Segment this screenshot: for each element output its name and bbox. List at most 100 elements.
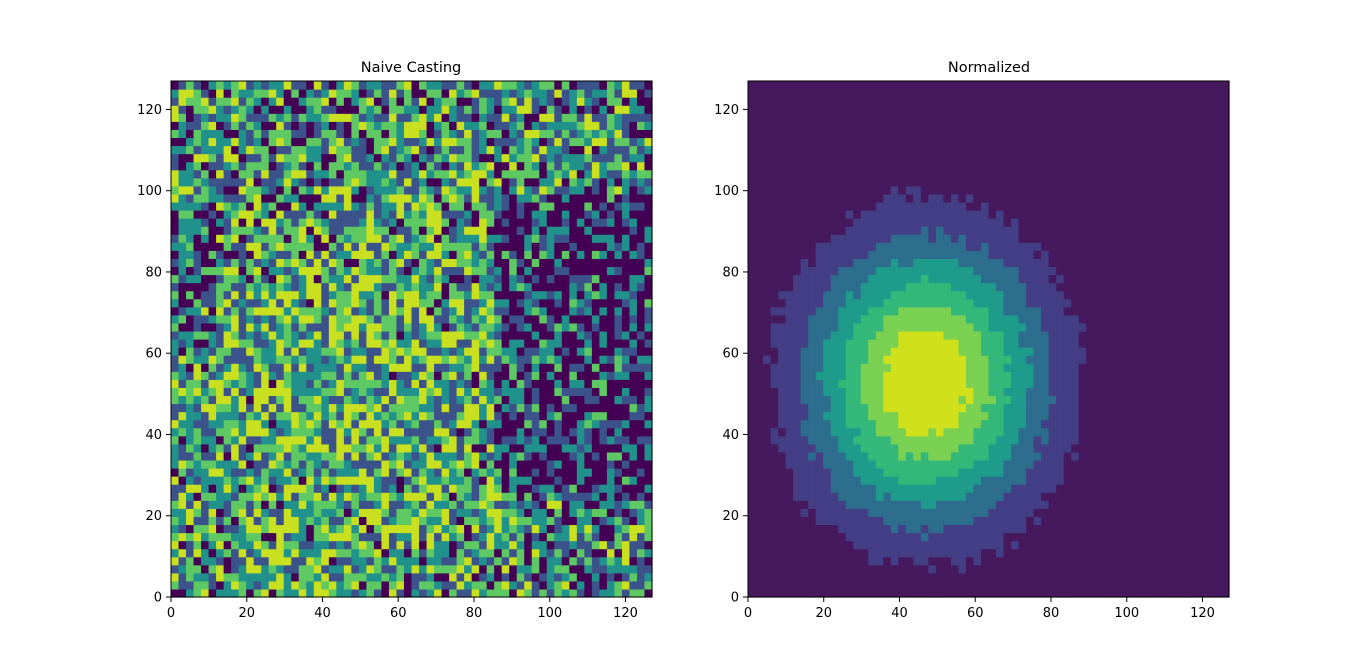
heatmap-cell xyxy=(411,419,420,429)
heatmap-cell xyxy=(403,500,413,509)
heatmap-cell xyxy=(569,226,578,235)
heatmap-cell xyxy=(381,234,390,243)
heatmap-cell xyxy=(486,524,495,534)
heatmap-cell xyxy=(486,468,495,477)
heatmap-cell xyxy=(629,419,638,429)
heatmap-cell xyxy=(636,588,646,598)
heatmap-cell xyxy=(419,532,428,542)
heatmap-cell xyxy=(193,347,202,356)
heatmap-cell xyxy=(621,395,631,405)
heatmap-cell xyxy=(1213,540,1223,550)
heatmap-cell xyxy=(950,516,960,526)
heatmap-cell xyxy=(509,161,518,171)
heatmap-cell xyxy=(1071,540,1080,550)
heatmap-cell xyxy=(313,468,322,477)
heatmap-cell xyxy=(238,387,247,397)
heatmap-cell xyxy=(434,193,443,203)
heatmap-cell xyxy=(171,387,180,397)
heatmap-cell xyxy=(1131,540,1140,550)
heatmap-cell xyxy=(524,403,533,413)
heatmap-cell xyxy=(291,363,300,372)
heatmap-cell xyxy=(1123,524,1132,534)
heatmap-cell xyxy=(539,459,548,469)
heatmap-cell xyxy=(486,306,495,316)
heatmap-cell xyxy=(276,484,285,493)
x-tick-label: 20 xyxy=(238,606,255,621)
heatmap-cell xyxy=(1093,524,1102,534)
heatmap-cell xyxy=(306,314,315,324)
heatmap-cell xyxy=(516,580,525,590)
heatmap-cell xyxy=(890,564,899,574)
heatmap-cell xyxy=(313,169,322,179)
heatmap-cell xyxy=(516,363,525,372)
heatmap-cell xyxy=(868,484,877,493)
heatmap-cell xyxy=(276,395,285,405)
heatmap-cell xyxy=(253,129,262,139)
heatmap-cell xyxy=(441,403,450,413)
heatmap-cell xyxy=(208,588,217,598)
heatmap-cell xyxy=(1206,532,1215,542)
heatmap-cell xyxy=(524,81,533,90)
heatmap-cell xyxy=(381,274,390,284)
heatmap-cell xyxy=(186,242,195,251)
heatmap-cell xyxy=(898,588,907,598)
heatmap-cell xyxy=(328,266,337,276)
heatmap-cell xyxy=(441,169,450,179)
heatmap-cell xyxy=(629,81,638,90)
heatmap-cell xyxy=(388,161,398,171)
heatmap-cell xyxy=(291,508,300,517)
heatmap-cell xyxy=(216,201,225,211)
heatmap-cell xyxy=(621,121,631,130)
heatmap-cell xyxy=(441,242,450,251)
heatmap-cell xyxy=(283,403,292,413)
heatmap-cell xyxy=(261,298,270,308)
heatmap-cell xyxy=(231,137,240,147)
heatmap-cell xyxy=(328,355,337,364)
heatmap-cell xyxy=(501,379,510,388)
heatmap-cell xyxy=(576,161,585,171)
heatmap-cell xyxy=(358,500,368,509)
heatmap-cell xyxy=(1146,500,1155,509)
heatmap-cell xyxy=(441,314,450,324)
heatmap-cell xyxy=(298,121,307,130)
heatmap-cell xyxy=(494,355,503,364)
heatmap-cell xyxy=(261,347,270,356)
heatmap-cell xyxy=(516,564,525,574)
heatmap-cell xyxy=(479,427,488,437)
heatmap-cell xyxy=(373,395,383,405)
heatmap-cell xyxy=(321,250,330,259)
heatmap-cell xyxy=(494,169,503,179)
heatmap-cell xyxy=(464,403,473,413)
heatmap-cell xyxy=(1183,508,1193,517)
heatmap-cell xyxy=(434,411,443,421)
heatmap-cell xyxy=(546,306,555,316)
heatmap-cell xyxy=(1063,500,1072,509)
heatmap-cell xyxy=(336,193,345,203)
heatmap-cell xyxy=(1176,540,1185,550)
heatmap-cell xyxy=(283,137,292,147)
heatmap-cell xyxy=(591,314,600,324)
heatmap-cell xyxy=(313,218,322,227)
heatmap-cell xyxy=(186,371,195,380)
heatmap-cell xyxy=(606,322,616,332)
heatmap-cell xyxy=(291,234,300,243)
heatmap-cell xyxy=(441,468,450,477)
heatmap-cell xyxy=(456,419,465,429)
heatmap-cell xyxy=(373,169,383,179)
heatmap-cell xyxy=(546,193,555,203)
heatmap-cell xyxy=(171,218,180,227)
heatmap-cell xyxy=(636,580,646,590)
heatmap-cell xyxy=(388,371,398,380)
heatmap-cell xyxy=(336,500,345,509)
heatmap-cell xyxy=(343,516,352,526)
heatmap-cell xyxy=(328,113,337,122)
heatmap-cell xyxy=(449,330,458,340)
heatmap-cell xyxy=(629,411,638,421)
heatmap-cell xyxy=(336,201,345,211)
heatmap-cell xyxy=(561,161,570,171)
heatmap-cell xyxy=(388,185,398,195)
heatmap-cell xyxy=(381,121,390,130)
heatmap-cell xyxy=(479,580,488,590)
heatmap-cell xyxy=(996,516,1005,526)
heatmap-cell xyxy=(868,516,877,526)
